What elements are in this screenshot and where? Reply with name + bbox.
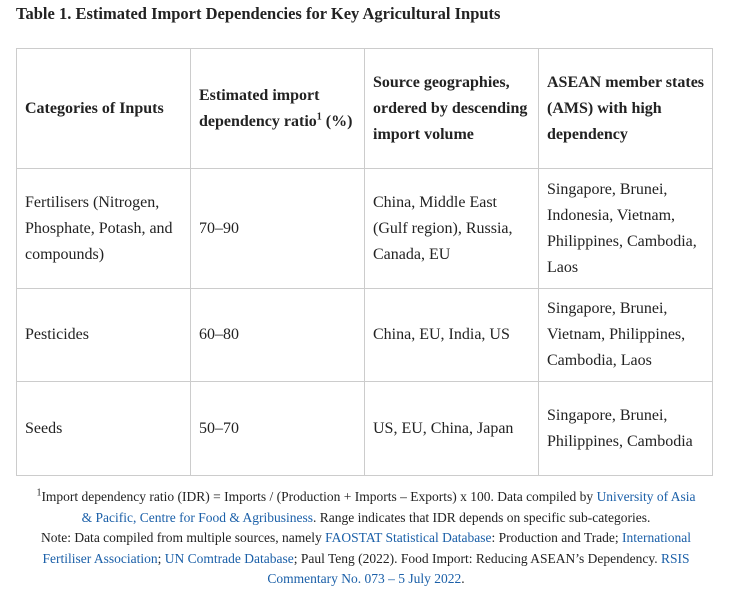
text: . Range indicates that IDR depends on sp…	[312, 509, 651, 525]
footnotes: 1Import dependency ratio (IDR) = Imports…	[0, 487, 732, 590]
header-cell: ASEAN member states (AMS) with high depe…	[538, 48, 713, 169]
text: : Production and Trade;	[491, 530, 623, 545]
table-cell: Singapore, Brunei, Philippines, Cambodia	[538, 381, 713, 476]
text: ASEAN member states (AMS) with high depe…	[547, 73, 705, 143]
link[interactable]: Fertiliser Association	[42, 550, 158, 566]
footnote-line: Commentary No. 073 – 5 July 2022.	[0, 569, 732, 590]
text: .	[461, 571, 465, 586]
footnote-marker: 1	[316, 111, 322, 123]
text: Import dependency ratio (IDR) = Imports …	[41, 489, 597, 504]
header-cell: Estimated import dependency ratio1 (%)	[190, 48, 365, 169]
text: Source geographies, ordered by descendin…	[373, 73, 528, 143]
table-cell: China, EU, India, US	[364, 288, 539, 382]
footnote-marker: 1	[36, 487, 42, 499]
footnote-line: Note: Data compiled from multiple source…	[0, 528, 732, 549]
table-cell: Singapore, Brunei, Indonesia, Vietnam, P…	[538, 168, 713, 289]
link[interactable]: & Pacific, Centre for Food & Agribusines…	[81, 509, 313, 525]
link[interactable]: International	[622, 530, 692, 545]
table-row: Fertilisers (Nitrogen, Phosphate, Potash…	[16, 168, 713, 289]
table-row: Pesticides 60–80 China, EU, India, US Singa…	[16, 288, 713, 382]
table-cell: 60–80	[190, 288, 365, 382]
text: Estimated import dependency ratio	[199, 86, 320, 130]
table-cell: China, Middle East (Gulf region), Russia…	[364, 168, 539, 289]
header-row: Categories of Inputs Estimated import dep…	[16, 48, 713, 169]
table-row: Seeds 50–70 US, EU, China, Japan Singapore,…	[16, 381, 713, 476]
table-cell: 50–70	[190, 381, 365, 476]
text: ; Paul Teng (2022). Food Import: Reducin…	[293, 550, 661, 566]
link[interactable]: University of Asia	[596, 489, 696, 504]
table-cell: Seeds	[16, 381, 191, 476]
footnote-line: 1Import dependency ratio (IDR) = Imports…	[0, 487, 732, 508]
text: Categories of Inputs	[25, 99, 164, 117]
table-cell: Singapore, Brunei, Vietnam, Philippines,…	[538, 288, 713, 382]
table-cell: Pesticides	[16, 288, 191, 382]
table-cell: 70–90	[190, 168, 365, 289]
table-title: Table 1. Estimated Import Dependencies f…	[16, 4, 501, 23]
link[interactable]: FAOSTAT Statistical Database	[325, 530, 492, 545]
data-table: Categories of Inputs Estimated import dep…	[16, 48, 713, 476]
link[interactable]: UN Comtrade Database	[164, 550, 294, 566]
footnote-line: & Pacific, Centre for Food & Agribusines…	[0, 508, 732, 529]
text: Note: Data compiled from multiple source…	[40, 530, 326, 545]
header-cell: Source geographies, ordered by descendin…	[364, 48, 539, 169]
table-cell: US, EU, China, Japan	[364, 381, 539, 476]
table-cell: Fertilisers (Nitrogen, Phosphate, Potash…	[16, 168, 191, 289]
link[interactable]: Commentary No. 073 – 5 July 2022	[267, 571, 462, 586]
link[interactable]: RSIS	[660, 550, 690, 566]
header-cell: Categories of Inputs	[16, 48, 191, 169]
text: ;	[157, 550, 165, 566]
footnote-line: Fertiliser Association; UN Comtrade Data…	[0, 549, 732, 570]
text: (%)	[321, 112, 353, 130]
